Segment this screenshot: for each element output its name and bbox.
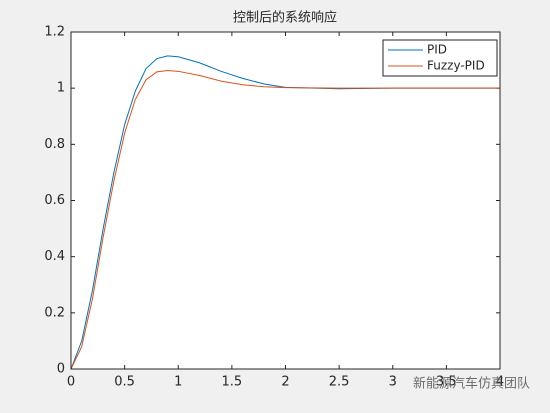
legend-label: PID [427,43,447,57]
x-tick-label: 0.5 [114,375,135,390]
x-tick-label: 2 [281,375,289,390]
legend-box [382,39,498,77]
x-tick-label: 1.5 [222,375,243,390]
watermark: 新能源汽车仿真团队 [413,376,530,392]
line [70,69,500,370]
x-tick-label: 3 [389,375,397,390]
chart-title: 控制后的系统响应 [233,10,337,26]
y-tick-label: 0 [57,362,65,377]
y-tick-label: 1 [57,81,65,96]
x-tick-label: 0 [67,375,75,390]
x-tick-label: 4 [496,375,504,390]
plot-area [71,32,500,369]
axes-box [70,31,501,370]
x-tick-label: 2.5 [329,375,350,390]
y-tick-label: 0.4 [44,249,65,264]
y-tick-label: 0.2 [44,305,65,320]
y-tick-label: 0.6 [44,193,65,208]
y-tick-label: 0.8 [44,137,65,152]
x-tick-label: 1 [174,375,182,390]
legend-label: Fuzzy-PID [427,59,485,73]
y-tick-label: 1.2 [44,25,65,40]
x-tick-label: 3.5 [436,375,457,390]
